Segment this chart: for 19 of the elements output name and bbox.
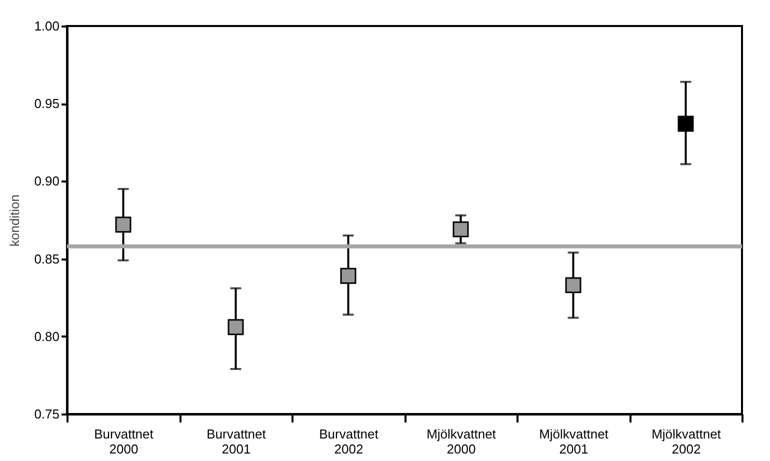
- x-tick-label: Burvattnet 2000: [94, 426, 154, 456]
- point: [452, 221, 469, 238]
- x-tick-label: Mjölkvattnet 2000: [426, 426, 496, 456]
- point: [340, 268, 356, 284]
- x-tick-label: Mjölkvattnet 2001: [539, 426, 609, 456]
- x-tick-label: Burvattnet 2001: [206, 426, 266, 456]
- point: [678, 116, 694, 132]
- y-axis-title: kondition: [7, 194, 22, 247]
- y-tick-label: 0.80: [34, 328, 60, 344]
- point: [115, 216, 132, 233]
- y-tick-label: 0.85: [34, 251, 60, 266]
- y-tick-label: 1.00: [34, 18, 60, 34]
- point: [565, 277, 582, 294]
- y-tick-label: 0.95: [34, 96, 60, 112]
- point: [228, 319, 244, 336]
- y-tick-label: 0.90: [34, 174, 60, 189]
- x-tick-label: Burvattnet 2002: [319, 426, 379, 456]
- x-tick-label: Mjölkvattnet 2002: [652, 426, 722, 456]
- y-tick-label: 0.75: [34, 406, 60, 422]
